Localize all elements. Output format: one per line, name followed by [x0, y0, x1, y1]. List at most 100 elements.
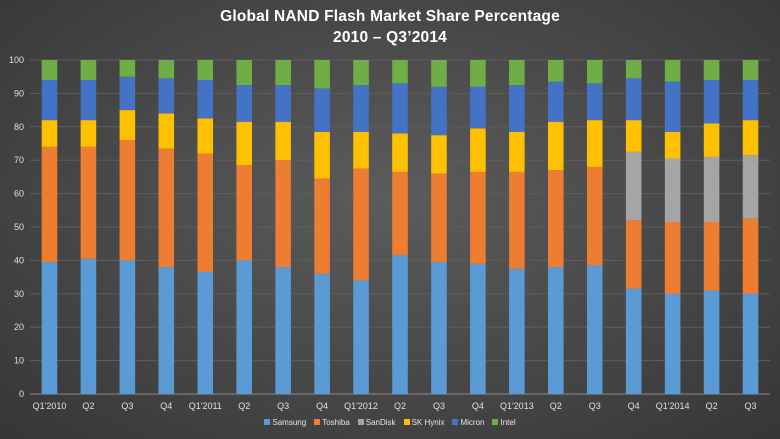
- bar-segment-toshiba: [41, 146, 58, 263]
- x-tick-label: Q2: [394, 401, 406, 411]
- x-tick-label: Q1'2014: [656, 401, 690, 411]
- bar-segment-sk-hynix: [119, 110, 136, 141]
- legend-item: Toshiba: [314, 418, 350, 427]
- bar-segment-micron: [470, 86, 486, 129]
- bar-segment-samsung: [548, 267, 564, 394]
- bar-segment-intel: [41, 60, 58, 81]
- bar-segment-toshiba: [158, 148, 175, 268]
- bar-segment-samsung: [41, 262, 58, 394]
- legend-label: Micron: [460, 418, 485, 427]
- bar-segment-sandisk: [742, 155, 759, 219]
- bar-segment-intel: [470, 60, 486, 87]
- bar-segment-sandisk: [703, 156, 720, 222]
- legend-item: Samsung: [264, 418, 306, 427]
- legend-label: SanDisk: [365, 418, 396, 427]
- bar-segment-toshiba: [742, 218, 759, 294]
- bar-segment-sk-hynix: [742, 120, 759, 156]
- bar-segment-samsung: [275, 267, 291, 394]
- axes: 0 10 20 30 40 50 60 70 80 90 100 Q1'2010 Q2 Q3 Q4 Q1'20…: [9, 55, 757, 411]
- x-tick-label: Q3: [589, 401, 601, 411]
- bar-segment-samsung: [314, 273, 330, 394]
- bar-segment-toshiba: [703, 221, 720, 291]
- bar-segment-intel: [80, 60, 97, 81]
- bar-segment-samsung: [470, 263, 486, 394]
- bar-segment-sk-hynix: [586, 120, 603, 167]
- bar-segment-sk-hynix: [703, 123, 720, 157]
- bar-segment-sk-hynix: [392, 133, 408, 172]
- legend-item: SK Hynix: [403, 418, 444, 427]
- bar-segment-micron: [158, 78, 175, 114]
- bar-segment-sk-hynix: [275, 121, 291, 161]
- bar-segment-intel: [314, 60, 330, 89]
- bar-segment-micron: [314, 88, 330, 132]
- bar-segment-sandisk: [625, 151, 642, 221]
- bar-segment-micron: [41, 80, 58, 121]
- legend-swatch: [452, 419, 459, 425]
- bar-segment-sk-hynix: [197, 118, 214, 154]
- bar-segment-samsung: [80, 258, 97, 394]
- bar-segment-intel: [703, 60, 720, 81]
- bar-segment-intel: [236, 60, 252, 86]
- bar-segment-intel: [158, 60, 175, 79]
- bar-segment-sk-hynix: [509, 131, 525, 172]
- y-tick-label: 60: [14, 189, 24, 199]
- bar-segment-toshiba: [197, 153, 214, 273]
- bar-segment-micron: [236, 85, 252, 122]
- bar-segment-samsung: [509, 268, 525, 394]
- bar-segment-intel: [625, 60, 642, 79]
- bar-segment-samsung: [703, 290, 720, 394]
- bar-segment-toshiba: [392, 171, 408, 256]
- x-tick-label: Q2: [82, 401, 94, 411]
- x-tick-label: Q1'2010: [33, 401, 67, 411]
- bar-segment-intel: [548, 60, 564, 82]
- legend-swatch: [357, 419, 364, 425]
- y-tick-label: 90: [14, 88, 24, 98]
- y-tick-label: 30: [14, 289, 24, 299]
- x-tick-label: Q2: [706, 401, 718, 411]
- y-tick-label: 100: [9, 55, 24, 65]
- bar-segment-sk-hynix: [625, 120, 642, 152]
- bar-segment-sk-hynix: [314, 131, 330, 179]
- bar-segment-samsung: [119, 260, 136, 394]
- bar-segment-micron: [548, 81, 564, 122]
- bar-segment-toshiba: [664, 221, 681, 294]
- bar-segment-micron: [119, 76, 136, 111]
- bar-segment-micron: [392, 83, 408, 134]
- x-tick-label: Q2: [238, 401, 250, 411]
- bar-segment-sk-hynix: [548, 121, 564, 171]
- y-tick-label: 10: [14, 356, 24, 366]
- legend-item: Intel: [492, 418, 516, 427]
- bar-segment-micron: [80, 80, 97, 121]
- bar-segment-toshiba: [275, 160, 291, 268]
- bar-segment-samsung: [664, 293, 681, 394]
- x-tick-label: Q4: [628, 401, 640, 411]
- bar-segment-sk-hynix: [80, 120, 97, 147]
- bar-segment-micron: [703, 80, 720, 124]
- x-tick-label: Q4: [316, 401, 328, 411]
- bar-segment-intel: [586, 60, 603, 84]
- bar-segment-sandisk: [664, 158, 681, 222]
- legend-swatch: [403, 419, 410, 425]
- bar-segment-micron: [742, 80, 759, 121]
- bar-segment-sk-hynix: [431, 135, 447, 174]
- legend-swatch: [264, 419, 271, 425]
- x-tick-label: Q4: [160, 401, 172, 411]
- bar-segment-micron: [664, 81, 681, 132]
- bar-segment-micron: [509, 85, 525, 132]
- bar-segment-samsung: [197, 272, 214, 394]
- bar-segment-toshiba: [431, 173, 447, 263]
- y-tick-label: 50: [14, 222, 24, 232]
- bar-segment-samsung: [353, 280, 369, 394]
- bar-segment-sk-hynix: [470, 128, 486, 172]
- bar-segment-sk-hynix: [353, 131, 369, 169]
- y-tick-label: 80: [14, 122, 24, 132]
- bar-segment-intel: [431, 60, 447, 87]
- bar-segment-samsung: [586, 265, 603, 394]
- bar-segment-samsung: [625, 288, 642, 394]
- bar-segment-toshiba: [548, 170, 564, 268]
- legend-swatch: [314, 419, 321, 425]
- y-tick-label: 20: [14, 322, 24, 332]
- bar-segment-micron: [197, 80, 214, 119]
